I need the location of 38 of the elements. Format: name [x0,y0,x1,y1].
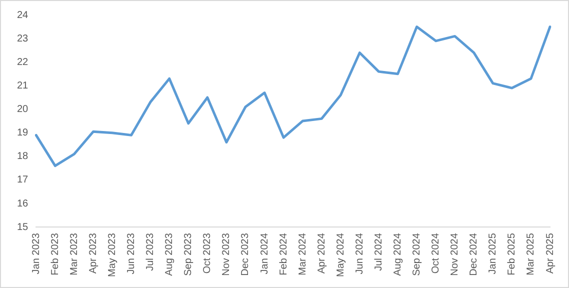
y-tick-label: 18 [17,151,29,162]
x-tick-label: Feb 2024 [278,232,290,276]
x-tick-label: Jan 2023 [30,232,42,274]
x-tick-label: Oct 2024 [430,232,442,274]
x-tick-label: Dec 2024 [468,232,480,276]
x-tick-label: Feb 2023 [50,232,61,276]
y-tick-label: 22 [17,56,29,68]
x-tick-label: Mar 2023 [68,232,80,276]
x-tick-label: Sep 2024 [412,232,423,276]
x-tick-label: Apr 2025 [544,232,556,274]
x-tick-label: Jul 2023 [145,232,156,271]
x-tick-label: Aug 2023 [164,232,176,276]
x-tick-label: Oct 2023 [202,232,214,274]
y-tick-label: 19 [17,128,29,139]
x-tick-label: Jun 2024 [354,232,366,274]
x-tick-label: May 2024 [335,232,346,278]
x-tick-label: Aug 2024 [392,232,404,276]
y-tick-label: 15 [17,222,29,233]
x-tick-label: Mar 2025 [526,232,537,276]
x-tick-label: Dec 2023 [240,232,252,276]
x-tick-label: Nov 2024 [450,232,461,276]
x-tick-label: Sep 2023 [183,232,194,276]
x-tick-label: Jan 2024 [259,232,270,274]
y-tick-label: 24 [17,10,29,21]
x-tick-label: Jun 2023 [126,232,138,274]
y-tick-label: 20 [17,104,29,116]
y-tick-label: 17 [17,174,29,186]
y-tick-label: 16 [17,198,29,210]
y-tick-label: 23 [17,33,29,44]
x-tick-label: Apr 2024 [316,232,328,274]
x-tick-label: Nov 2023 [221,232,232,276]
x-tick-label: Jan 2025 [488,232,499,274]
y-tick-label: 21 [17,80,29,92]
x-tick-label: Jul 2024 [373,232,384,271]
x-tick-label: Feb 2025 [506,232,518,276]
x-tick-label: Mar 2024 [297,232,308,276]
x-tick-label: May 2023 [107,232,118,278]
x-tick-label: Apr 2023 [88,232,99,274]
